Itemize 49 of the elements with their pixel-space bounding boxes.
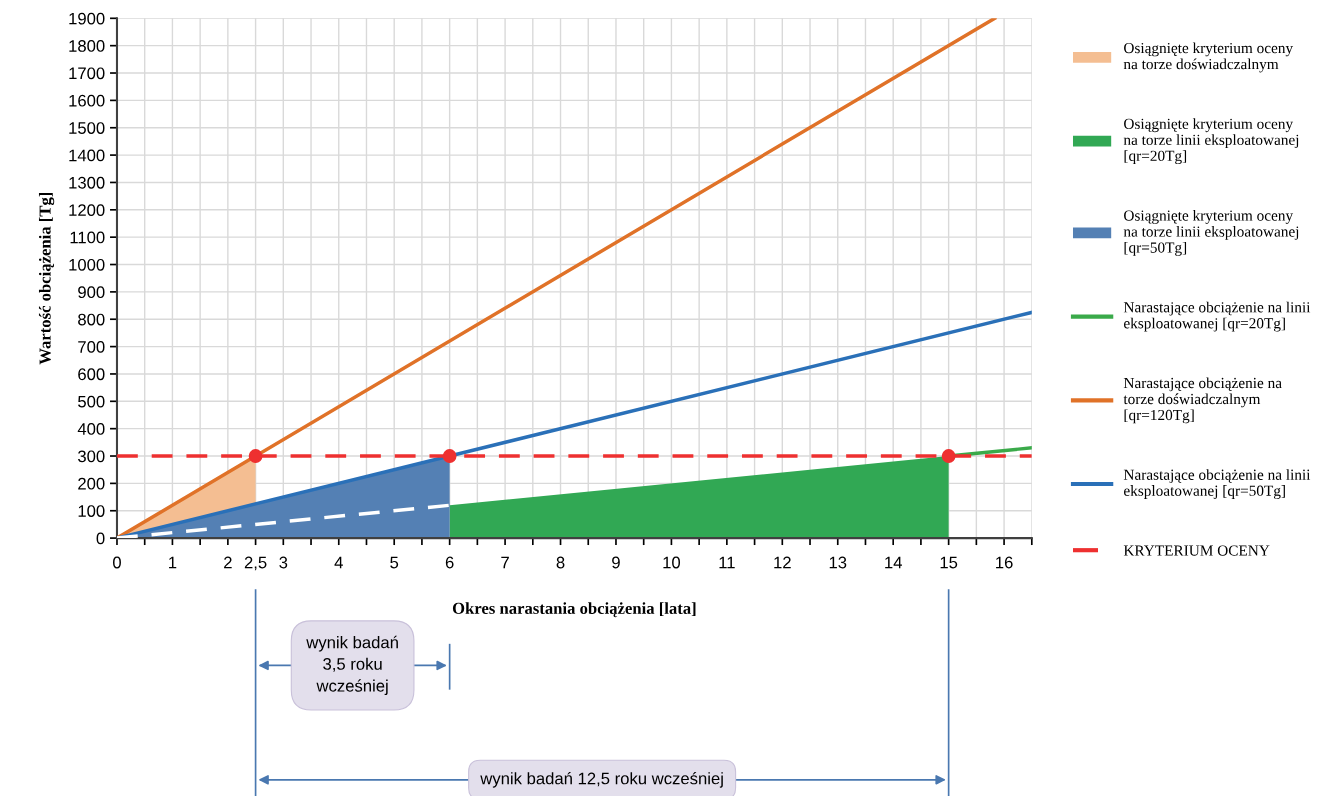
y-tick-label: 1900 [69, 12, 105, 25]
legend-label: Narastające obciążenie na linii eksploatowanej [qr=20Tg] [1123, 301, 1311, 332]
legend-label: Narastające obciążenie na linii eksploatowanej [qr=50Tg] [1123, 469, 1311, 500]
y-tick-label: 1000 [69, 258, 105, 271]
x-tick-label: 14 [885, 556, 902, 569]
legend-label: Narastające obciążenie na torze doświadczalnym [qr=120Tg] [1123, 377, 1282, 424]
text: wynik badań 3,5 roku wcześniej [306, 635, 398, 696]
x-tick-label: 3 [279, 556, 288, 569]
y-tick-label: 300 [78, 450, 105, 463]
x-tick-label: 7 [501, 556, 509, 569]
y-tick-label: 1100 [70, 231, 105, 244]
y-tick-label: 500 [78, 395, 105, 408]
y-tick-label: 400 [77, 423, 105, 435]
x-tick-label: 13 [829, 556, 847, 569]
text: wynik badań 12,5 roku wcześniej [480, 771, 723, 788]
legend-label: Osiągnięte kryterium oceny na torze linii eksploatowanej [qr=50Tg] [1123, 209, 1299, 256]
y-tick-label: 1400 [69, 149, 105, 162]
y-tick-label: 1700 [69, 67, 105, 80]
x-tick-label: 1 [169, 556, 177, 569]
y-tick-label: 600 [78, 368, 105, 381]
y-tick-label: 200 [78, 477, 105, 490]
x-tick-label: 5 [390, 556, 399, 569]
x-tick-label: 2,5 [244, 556, 267, 571]
legend-label: Osiągnięte kryterium oceny na torze linii eksploatowanej [qr=20Tg] [1123, 118, 1299, 165]
x-tick-label: 6 [445, 556, 454, 569]
x-tick-label: 8 [556, 556, 565, 569]
y-tick-label: 700 [78, 341, 105, 353]
x-tick-label: 2 [224, 556, 232, 569]
legend-label: Osiągnięte kryterium oceny na torze doświadczalnym [1123, 42, 1294, 73]
x-tick-label: 16 [996, 556, 1013, 569]
y-tick-label: 800 [78, 313, 105, 326]
y-tick-label: 1200 [69, 204, 105, 217]
y-tick-label: 1800 [69, 40, 105, 52]
x-tick-label: 0 [113, 556, 121, 569]
x-tick-label: 11 [719, 556, 735, 569]
y-tick-label: 1600 [69, 94, 105, 107]
y-tick-label: 1500 [69, 122, 105, 134]
x-tick-label: 10 [663, 556, 681, 569]
x-tick-label: 15 [940, 556, 958, 569]
x-tick-label: 12 [774, 556, 791, 569]
x-tick-label: 9 [612, 556, 620, 569]
y-tick-label: 1300 [69, 176, 105, 189]
y-tick-label: 0 [96, 532, 105, 545]
y-axis-title: Wartość obciążenia [Tg] [38, 192, 55, 365]
y-tick-label: 100 [78, 505, 105, 517]
x-axis-title: Okres narastania obciążenia [lata] [452, 602, 696, 618]
legend-label: KRYTERIUM OCENY [1123, 545, 1270, 556]
x-tick-label: 4 [334, 556, 343, 569]
y-tick-label: 900 [78, 286, 105, 299]
